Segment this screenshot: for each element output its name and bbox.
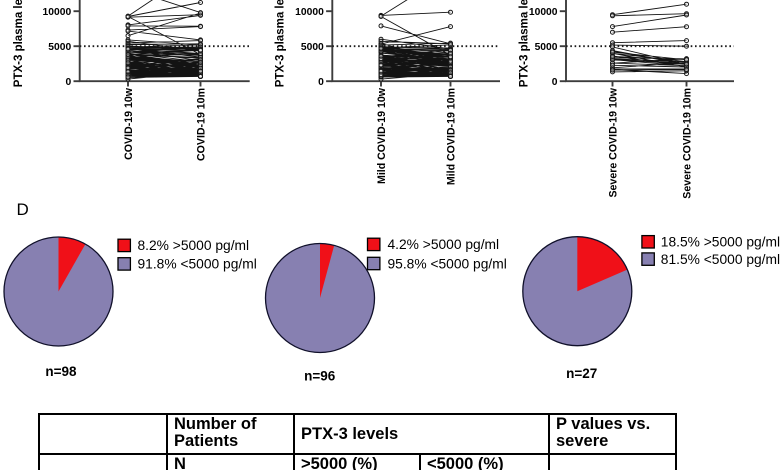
svg-text:PTX-3 plasma levels (pg/ml): PTX-3 plasma levels (pg/ml) (519, 0, 531, 87)
svg-text:Severe COVID-19 10m: Severe COVID-19 10m (681, 88, 693, 199)
svg-text:10000: 10000 (295, 7, 324, 18)
svg-text:4.2% >5000 pg/ml: 4.2% >5000 pg/ml (388, 237, 500, 252)
svg-text:n=27: n=27 (566, 366, 597, 381)
svg-text:n=98: n=98 (45, 364, 77, 379)
svg-text:0: 0 (552, 77, 558, 88)
svg-text:Severe COVID-19 10w: Severe COVID-19 10w (607, 87, 619, 197)
svg-text:8.2% >5000 pg/ml: 8.2% >5000 pg/ml (138, 238, 250, 253)
svg-text:COVID-19 10m: COVID-19 10m (195, 88, 207, 161)
svg-text:5000: 5000 (301, 42, 324, 53)
svg-text:10000: 10000 (43, 7, 72, 18)
svg-text:D: D (17, 200, 29, 219)
svg-text:95.8% <5000 pg/ml: 95.8% <5000 pg/ml (388, 256, 507, 271)
svg-text:10000: 10000 (529, 7, 558, 18)
svg-text:81.5% <5000 pg/ml: 81.5% <5000 pg/ml (661, 252, 780, 267)
svg-text:0: 0 (65, 77, 71, 88)
svg-text:Mild COVID-19 10w: Mild COVID-19 10w (376, 87, 388, 184)
svg-text:5000: 5000 (48, 42, 71, 53)
svg-text:COVID-19 10w: COVID-19 10w (123, 87, 135, 160)
svg-text:5000: 5000 (535, 42, 558, 53)
svg-text:18.5% >5000 pg/ml: 18.5% >5000 pg/ml (661, 235, 780, 250)
svg-text:0: 0 (318, 77, 324, 88)
svg-text:n=96: n=96 (304, 368, 336, 383)
svg-text:Mild COVID-19 10m: Mild COVID-19 10m (445, 88, 457, 185)
svg-text:91.8% <5000 pg/ml: 91.8% <5000 pg/ml (138, 257, 257, 272)
svg-text:PTX-3 plasma levels (pg/ml): PTX-3 plasma levels (pg/ml) (13, 0, 25, 87)
svg-text:PTX-3 plasma levels (pg/ml): PTX-3 plasma levels (pg/ml) (275, 0, 287, 87)
